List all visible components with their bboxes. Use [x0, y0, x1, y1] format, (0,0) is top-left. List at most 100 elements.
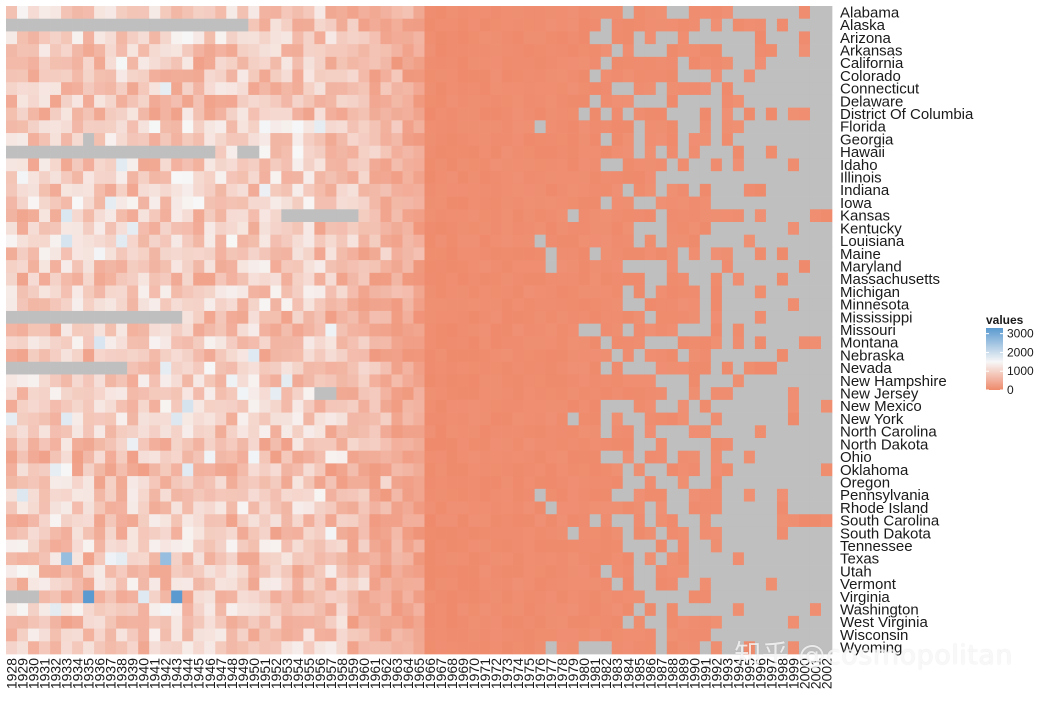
heatmap-cell [336, 450, 348, 464]
heatmap-cell [28, 171, 40, 185]
heatmap-cell [193, 349, 205, 363]
heatmap-cell [534, 476, 546, 490]
heatmap-cell [391, 247, 403, 261]
heatmap-cell [105, 450, 117, 464]
y-tick-label: Missouri [840, 322, 896, 339]
heatmap-cell [160, 272, 172, 286]
heatmap-cell [248, 183, 260, 197]
heatmap-cell [61, 514, 73, 528]
heatmap-cell [369, 183, 381, 197]
heatmap-cell [776, 82, 789, 96]
heatmap-cell [402, 615, 414, 629]
heatmap-cell [699, 476, 712, 490]
heatmap-cell [270, 615, 282, 629]
heatmap-cell [61, 272, 73, 286]
heatmap-cell [655, 590, 668, 604]
heatmap-cell [512, 552, 524, 566]
heatmap-cell [325, 31, 337, 45]
heatmap-cell [633, 539, 646, 553]
heatmap-cell [545, 361, 558, 375]
heatmap-cell [732, 603, 745, 617]
heatmap-cell [402, 463, 414, 477]
heatmap-cell [391, 107, 403, 121]
heatmap-cell [28, 234, 40, 248]
heatmap-cell [325, 425, 337, 439]
heatmap-cell [314, 476, 326, 490]
heatmap-cell [468, 171, 480, 185]
heatmap-cell [17, 476, 29, 490]
heatmap-cell [677, 183, 690, 197]
heatmap-cell [193, 44, 205, 58]
heatmap-cell [589, 425, 602, 439]
heatmap-cell [424, 463, 436, 477]
heatmap-cell [622, 361, 635, 375]
heatmap-cell [644, 514, 657, 528]
heatmap-cell [523, 158, 535, 172]
heatmap-cell [600, 247, 613, 261]
heatmap-cell [545, 590, 558, 604]
heatmap-cell [567, 399, 580, 413]
heatmap-cell [61, 56, 73, 70]
heatmap-cell [61, 628, 73, 642]
heatmap-cell [204, 145, 216, 159]
heatmap-cell [754, 272, 767, 286]
heatmap-cell [754, 615, 767, 629]
heatmap-cell [776, 463, 789, 477]
heatmap-cell [50, 44, 62, 58]
x-tick-label: 1978 [554, 658, 570, 689]
x-tick-label: 1993 [719, 658, 735, 689]
heatmap-cell [754, 285, 767, 299]
heatmap-cell [50, 234, 62, 248]
heatmap-cell [182, 107, 194, 121]
heatmap-cell [160, 387, 172, 401]
heatmap-cell [248, 526, 260, 540]
heatmap-cell [6, 44, 18, 58]
heatmap-cell [479, 69, 491, 83]
heatmap-cell [490, 349, 502, 363]
heatmap-cell [413, 171, 425, 185]
heatmap-cell [633, 18, 646, 32]
heatmap-cell [303, 374, 315, 388]
heatmap-cell [600, 565, 613, 579]
heatmap-cell [479, 361, 491, 375]
heatmap-cell [600, 387, 613, 401]
heatmap-cell [127, 552, 139, 566]
heatmap-cell [787, 463, 800, 477]
heatmap-cell [523, 514, 535, 528]
heatmap-cell [655, 234, 668, 248]
heatmap-cell [149, 412, 161, 426]
heatmap-cell [611, 552, 624, 566]
heatmap-cell [160, 374, 172, 388]
heatmap-cell [281, 120, 293, 134]
heatmap-cell [413, 133, 425, 147]
heatmap-cell [127, 234, 139, 248]
heatmap-cell [556, 183, 569, 197]
heatmap-cell [270, 272, 282, 286]
heatmap-cell [226, 298, 238, 312]
heatmap-cell [138, 628, 150, 642]
heatmap-cell [787, 552, 800, 566]
heatmap-cell [545, 145, 558, 159]
heatmap-cell [457, 247, 469, 261]
heatmap-cell [171, 463, 183, 477]
heatmap-cell [589, 438, 602, 452]
heatmap-cell [710, 247, 723, 261]
heatmap-cell [490, 183, 502, 197]
heatmap-cell [204, 120, 216, 134]
heatmap-cell [534, 260, 546, 274]
heatmap-cell [226, 615, 238, 629]
heatmap-cell [776, 234, 789, 248]
heatmap-cell [721, 260, 734, 274]
heatmap-cell [798, 603, 811, 617]
heatmap-cell [600, 552, 613, 566]
heatmap-cell [424, 234, 436, 248]
x-tick-label: 1950 [246, 658, 262, 689]
heatmap-cell [138, 323, 150, 337]
heatmap-cell [303, 133, 315, 147]
heatmap-cell [50, 399, 62, 413]
heatmap-cell [446, 577, 458, 591]
heatmap-cell [336, 615, 348, 629]
heatmap-cell [391, 628, 403, 642]
heatmap-cell [578, 234, 591, 248]
heatmap-cell [468, 56, 480, 70]
